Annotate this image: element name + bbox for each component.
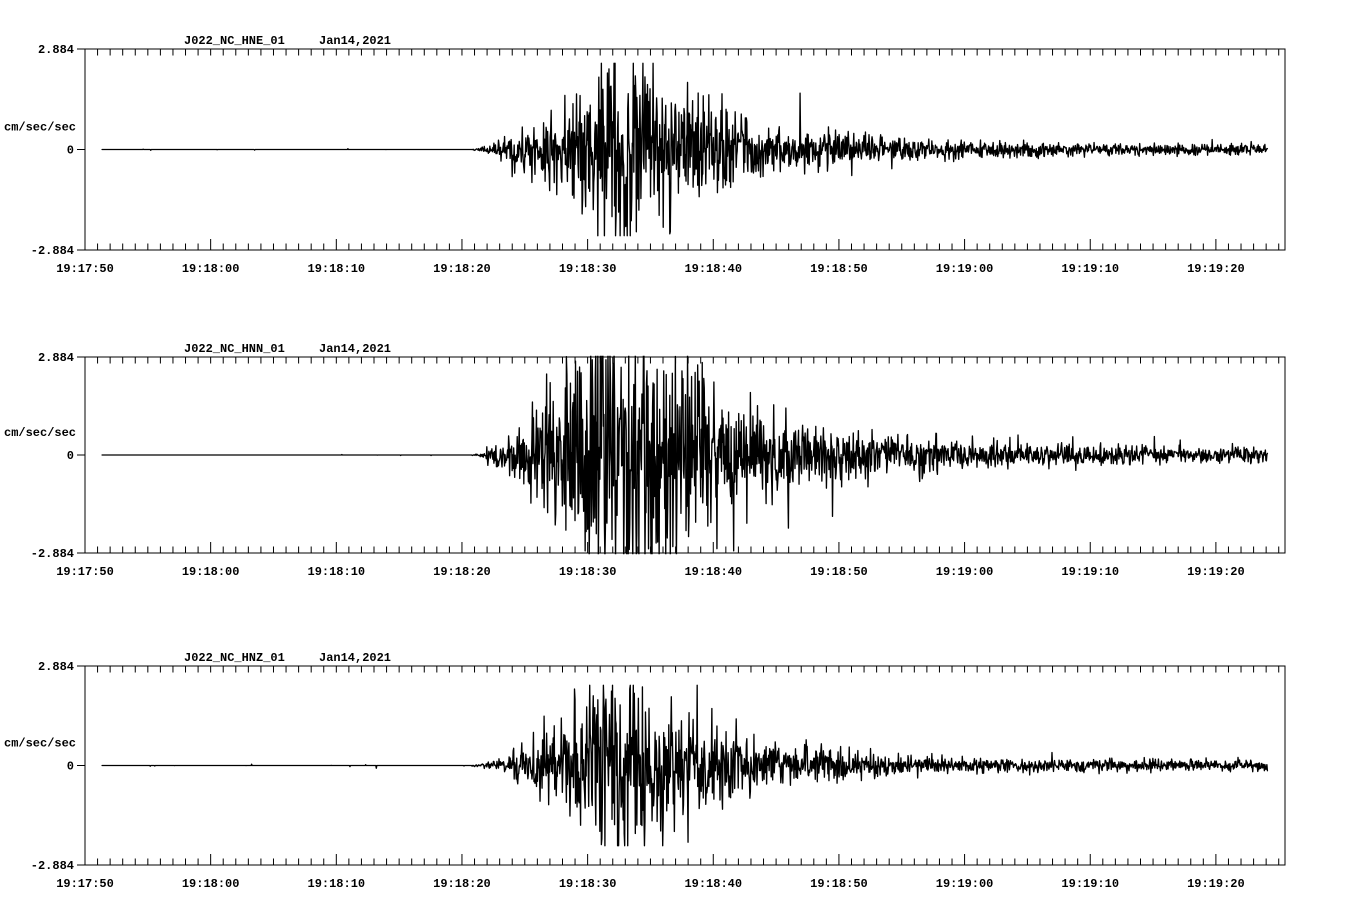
svg-text:19:18:10: 19:18:10 [308, 565, 366, 579]
svg-text:19:18:00: 19:18:00 [182, 877, 240, 891]
svg-text:19:18:50: 19:18:50 [810, 565, 868, 579]
svg-text:19:19:00: 19:19:00 [936, 262, 994, 276]
svg-text:19:18:20: 19:18:20 [433, 262, 491, 276]
svg-text:19:19:20: 19:19:20 [1187, 565, 1245, 579]
svg-text:19:19:10: 19:19:10 [1061, 262, 1119, 276]
svg-text:Jan14,2021: Jan14,2021 [319, 34, 391, 48]
svg-text:19:18:50: 19:18:50 [810, 262, 868, 276]
svg-text:19:18:00: 19:18:00 [182, 565, 240, 579]
svg-text:2.884: 2.884 [38, 660, 74, 674]
svg-text:19:19:00: 19:19:00 [936, 877, 994, 891]
svg-text:19:18:50: 19:18:50 [810, 877, 868, 891]
svg-text:19:17:50: 19:17:50 [56, 877, 114, 891]
svg-text:19:19:10: 19:19:10 [1061, 565, 1119, 579]
svg-text:19:18:30: 19:18:30 [559, 877, 617, 891]
svg-text:-2.884: -2.884 [31, 244, 74, 258]
svg-text:0: 0 [67, 449, 74, 463]
svg-text:cm/sec/sec: cm/sec/sec [4, 737, 76, 751]
svg-text:19:18:30: 19:18:30 [559, 262, 617, 276]
svg-text:Jan14,2021: Jan14,2021 [319, 342, 391, 356]
svg-text:19:18:40: 19:18:40 [684, 565, 742, 579]
svg-text:J022_NC_HNN_01: J022_NC_HNN_01 [184, 342, 285, 356]
svg-text:J022_NC_HNE_01: J022_NC_HNE_01 [184, 34, 285, 48]
svg-text:19:18:00: 19:18:00 [182, 262, 240, 276]
svg-text:2.884: 2.884 [38, 351, 74, 365]
svg-text:-2.884: -2.884 [31, 547, 74, 561]
svg-text:0: 0 [67, 760, 74, 774]
svg-text:19:17:50: 19:17:50 [56, 565, 114, 579]
svg-text:cm/sec/sec: cm/sec/sec [4, 121, 76, 135]
svg-text:0: 0 [67, 144, 74, 158]
svg-text:19:17:50: 19:17:50 [56, 262, 114, 276]
svg-text:19:18:20: 19:18:20 [433, 565, 491, 579]
svg-text:19:18:40: 19:18:40 [684, 877, 742, 891]
svg-text:19:18:20: 19:18:20 [433, 877, 491, 891]
svg-text:19:18:10: 19:18:10 [308, 262, 366, 276]
svg-text:-2.884: -2.884 [31, 859, 74, 873]
svg-text:19:18:40: 19:18:40 [684, 262, 742, 276]
svg-text:19:19:00: 19:19:00 [936, 565, 994, 579]
svg-text:Jan14,2021: Jan14,2021 [319, 651, 391, 665]
svg-text:19:18:30: 19:18:30 [559, 565, 617, 579]
svg-text:19:19:20: 19:19:20 [1187, 877, 1245, 891]
svg-text:2.884: 2.884 [38, 43, 74, 57]
svg-text:J022_NC_HNZ_01: J022_NC_HNZ_01 [184, 651, 285, 665]
svg-text:cm/sec/sec: cm/sec/sec [4, 426, 76, 440]
svg-text:19:18:10: 19:18:10 [308, 877, 366, 891]
svg-text:19:19:10: 19:19:10 [1061, 877, 1119, 891]
svg-text:19:19:20: 19:19:20 [1187, 262, 1245, 276]
